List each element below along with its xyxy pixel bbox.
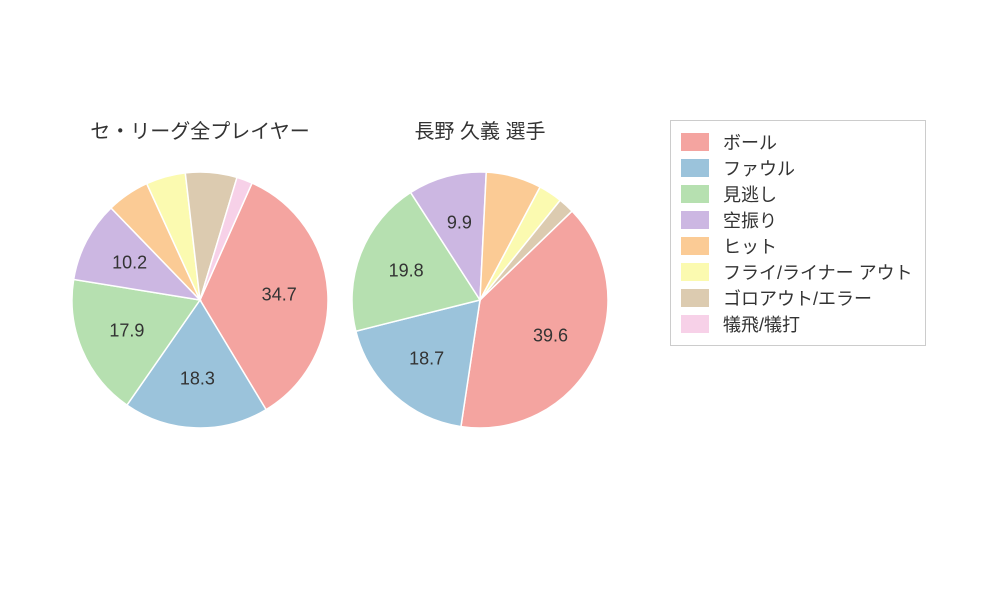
legend-swatch — [681, 237, 709, 255]
legend: ボールファウル見逃し空振りヒットフライ/ライナー アウトゴロアウト/エラー犠飛/… — [670, 120, 926, 346]
legend-label: 犠飛/犠打 — [723, 311, 800, 337]
legend-swatch — [681, 133, 709, 151]
legend-label: フライ/ライナー アウト — [723, 259, 913, 285]
chart-container: セ・リーグ全プレイヤー 長野 久義 選手 ボールファウル見逃し空振りヒットフライ… — [0, 0, 1000, 600]
pie-chart-2 — [348, 168, 612, 432]
legend-swatch — [681, 263, 709, 281]
legend-label: ゴロアウト/エラー — [723, 285, 872, 311]
legend-item: ゴロアウト/エラー — [681, 285, 913, 311]
legend-swatch — [681, 159, 709, 177]
legend-swatch — [681, 211, 709, 229]
pie-chart-1 — [68, 168, 332, 432]
legend-label: ファウル — [723, 155, 795, 181]
legend-label: ボール — [723, 129, 777, 155]
legend-item: ヒット — [681, 233, 913, 259]
legend-item: フライ/ライナー アウト — [681, 259, 913, 285]
legend-swatch — [681, 289, 709, 307]
legend-item: ボール — [681, 129, 913, 155]
legend-item: 見逃し — [681, 181, 913, 207]
legend-label: 見逃し — [723, 181, 777, 207]
legend-swatch — [681, 185, 709, 203]
legend-label: ヒット — [723, 233, 777, 259]
pie-title-2: 長野 久義 選手 — [350, 115, 610, 144]
legend-item: ファウル — [681, 155, 913, 181]
legend-swatch — [681, 315, 709, 333]
legend-label: 空振り — [723, 207, 777, 233]
legend-item: 空振り — [681, 207, 913, 233]
pie-title-1: セ・リーグ全プレイヤー — [70, 115, 330, 144]
legend-item: 犠飛/犠打 — [681, 311, 913, 337]
